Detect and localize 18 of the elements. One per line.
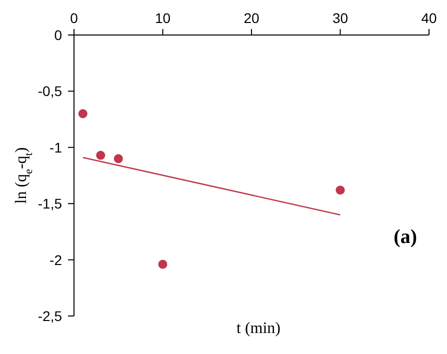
y-tick-label: 0 [54,27,62,43]
y-tick-label: -1,5 [38,196,62,212]
y-tick-label: -1 [50,139,62,156]
x-tick-label: 10 [154,10,171,26]
x-tick-label: 0 [70,10,78,26]
point [114,154,123,164]
annotation: (a) [394,226,417,249]
point [336,186,345,195]
y-tick-label: -0,5 [38,83,62,100]
x-axis-title: t (min) [236,320,282,338]
y-tick-label: -2 [50,252,62,268]
point [78,109,88,118]
x-tick-label: 30 [332,10,348,26]
point [158,260,168,269]
x-tick-label: 20 [244,10,260,26]
x-tick-label: 40 [421,10,437,26]
point [96,150,106,160]
y-tick-label: -2,5 [38,308,62,324]
